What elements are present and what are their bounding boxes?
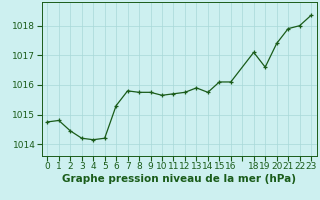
X-axis label: Graphe pression niveau de la mer (hPa): Graphe pression niveau de la mer (hPa) [62,174,296,184]
